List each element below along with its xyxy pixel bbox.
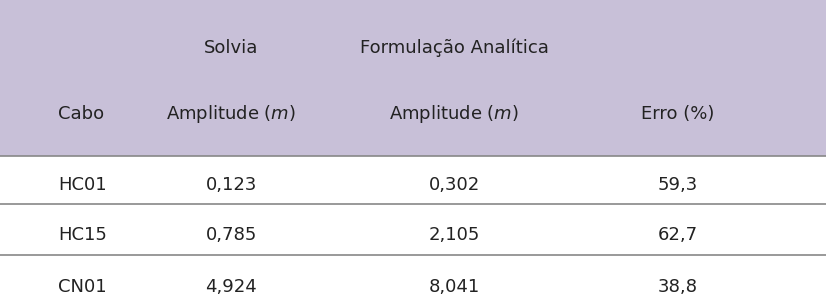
Text: 8,041: 8,041 — [429, 278, 480, 296]
Text: 62,7: 62,7 — [657, 226, 697, 244]
Text: HC01: HC01 — [58, 176, 107, 194]
Text: Solvia: Solvia — [204, 39, 259, 57]
Text: 0,785: 0,785 — [206, 226, 257, 244]
Text: Erro (%): Erro (%) — [641, 105, 714, 123]
Text: 4,924: 4,924 — [206, 278, 257, 296]
Text: HC15: HC15 — [58, 226, 107, 244]
Text: 59,3: 59,3 — [657, 176, 697, 194]
Text: 0,123: 0,123 — [206, 176, 257, 194]
Text: 2,105: 2,105 — [429, 226, 480, 244]
Text: 0,302: 0,302 — [429, 176, 480, 194]
Text: Amplitude ($m$): Amplitude ($m$) — [166, 103, 297, 125]
Text: Amplitude ($m$): Amplitude ($m$) — [389, 103, 520, 125]
Text: Formulação Analítica: Formulação Analítica — [360, 39, 548, 57]
Text: 38,8: 38,8 — [657, 278, 697, 296]
FancyBboxPatch shape — [0, 0, 826, 156]
Text: CN01: CN01 — [58, 278, 107, 296]
Text: Cabo: Cabo — [58, 105, 104, 123]
